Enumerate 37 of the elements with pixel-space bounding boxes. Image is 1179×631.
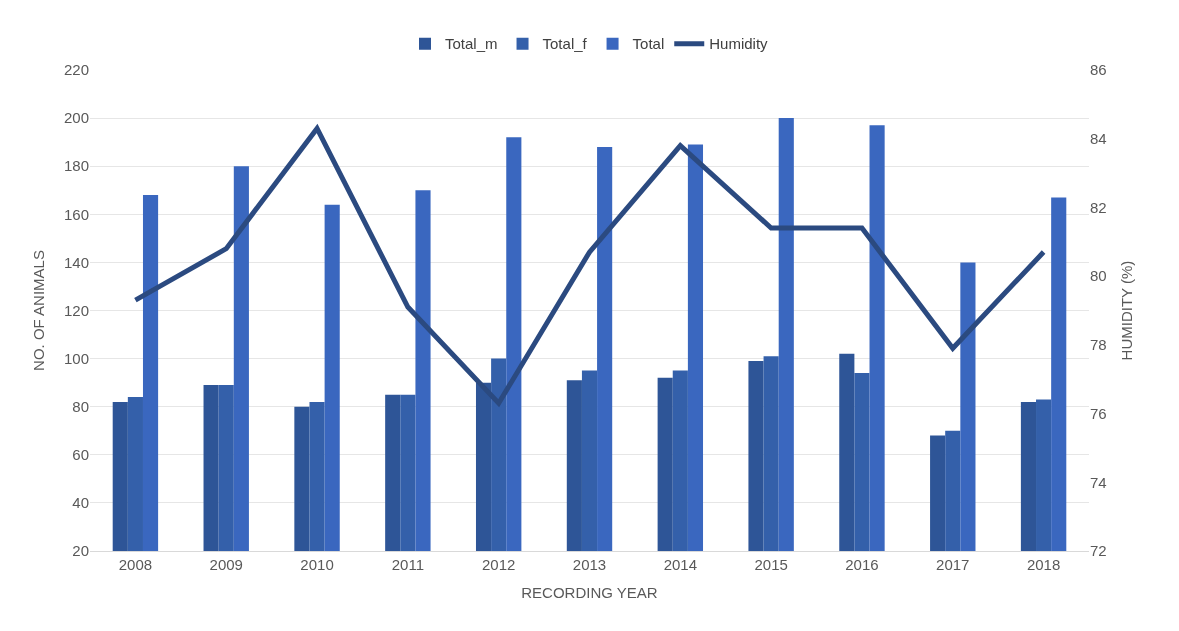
y2-tick-label: 78 — [1090, 336, 1107, 354]
x-tick-label: 2018 — [1026, 556, 1061, 573]
y-tick-label: 40 — [72, 494, 89, 512]
x-tick-label: 2010 — [300, 556, 334, 573]
legend-label: Humidity — [709, 35, 769, 53]
x-tick-label: 2008 — [118, 556, 153, 573]
y-tick-label: 200 — [63, 109, 89, 127]
y-tick-label: 220 — [63, 61, 89, 79]
y-tick-label: 60 — [72, 446, 89, 464]
y-tick-label: 100 — [63, 349, 89, 367]
y-tick-label: 160 — [63, 205, 89, 223]
y-tick-label: 80 — [72, 397, 89, 415]
y2-tick-label: 86 — [1090, 61, 1107, 79]
y2-tick-label: 84 — [1090, 129, 1107, 147]
legend-label: Total_m — [445, 35, 498, 53]
y-tick-label: 20 — [72, 542, 89, 560]
y2-axis-title: HUMIDITY (%) — [1117, 260, 1135, 361]
y2-tick-label: 80 — [1090, 267, 1107, 285]
legend-label: Total — [632, 35, 665, 53]
y2-tick-label: 72 — [1090, 542, 1107, 560]
x-tick-label: 2016 — [845, 556, 879, 573]
x-tick-label: 2012 — [481, 556, 516, 573]
x-tick-label: 2014 — [663, 556, 698, 573]
y-tick-label: 140 — [63, 253, 89, 271]
x-tick-label: 2009 — [209, 556, 243, 573]
y-tick-label: 180 — [63, 157, 89, 175]
x-tick-label: 2017 — [936, 556, 970, 573]
y2-tick-label: 76 — [1090, 404, 1107, 422]
x-axis-title: RECORDING YEAR — [521, 584, 658, 601]
x-tick-label: 2015 — [754, 556, 788, 573]
y2-tick-label: 74 — [1090, 473, 1107, 491]
x-tick-label: 2013 — [572, 556, 607, 573]
y2-tick-label: 82 — [1090, 198, 1107, 216]
legend-label: Total_f — [542, 35, 588, 53]
y-tick-label: 120 — [63, 301, 89, 319]
x-tick-label: 2011 — [391, 556, 424, 573]
y-axis-title: NO. OF ANIMALS — [30, 250, 48, 371]
